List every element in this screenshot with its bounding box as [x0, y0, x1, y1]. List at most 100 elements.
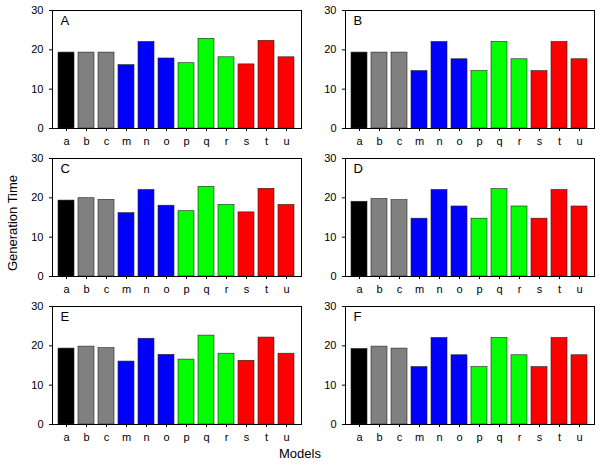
svg-text:o: o: [456, 283, 462, 295]
svg-text:b: b: [376, 135, 382, 147]
svg-text:r: r: [518, 431, 522, 443]
svg-text:b: b: [376, 431, 382, 443]
svg-text:s: s: [537, 431, 543, 443]
svg-text:n: n: [143, 135, 149, 147]
svg-text:c: c: [397, 283, 403, 295]
svg-text:20: 20: [324, 43, 336, 55]
svg-text:r: r: [518, 283, 522, 295]
svg-text:t: t: [265, 283, 268, 295]
svg-text:m: m: [122, 135, 131, 147]
svg-text:a: a: [356, 135, 363, 147]
svg-text:10: 10: [31, 83, 43, 95]
svg-text:p: p: [476, 431, 482, 443]
svg-text:o: o: [456, 135, 462, 147]
svg-text:r: r: [225, 283, 229, 295]
svg-text:t: t: [265, 431, 268, 443]
svg-text:s: s: [244, 135, 250, 147]
svg-text:30: 30: [324, 300, 336, 312]
svg-text:F: F: [354, 309, 362, 324]
svg-text:r: r: [225, 431, 229, 443]
svg-text:20: 20: [324, 339, 336, 351]
svg-text:0: 0: [330, 418, 336, 430]
svg-text:C: C: [61, 161, 70, 176]
svg-text:b: b: [83, 135, 89, 147]
svg-text:q: q: [496, 135, 502, 147]
svg-text:n: n: [436, 135, 442, 147]
svg-text:B: B: [354, 13, 363, 28]
svg-text:0: 0: [330, 270, 336, 282]
svg-text:o: o: [456, 431, 462, 443]
svg-text:a: a: [63, 283, 70, 295]
svg-text:a: a: [63, 431, 70, 443]
svg-text:20: 20: [31, 191, 43, 203]
svg-text:n: n: [143, 431, 149, 443]
svg-text:30: 30: [31, 4, 43, 16]
svg-text:q: q: [203, 431, 209, 443]
svg-text:10: 10: [324, 379, 336, 391]
svg-text:s: s: [244, 431, 250, 443]
svg-text:0: 0: [330, 122, 336, 134]
svg-text:30: 30: [31, 152, 43, 164]
svg-text:c: c: [104, 135, 110, 147]
svg-text:p: p: [476, 283, 482, 295]
svg-text:E: E: [61, 309, 70, 324]
svg-text:u: u: [576, 283, 582, 295]
svg-text:10: 10: [324, 83, 336, 95]
svg-text:u: u: [283, 283, 289, 295]
svg-text:30: 30: [324, 4, 336, 16]
svg-text:m: m: [415, 135, 424, 147]
svg-text:q: q: [496, 431, 502, 443]
svg-text:o: o: [163, 283, 169, 295]
svg-text:10: 10: [31, 231, 43, 243]
svg-text:D: D: [354, 161, 363, 176]
svg-text:b: b: [83, 283, 89, 295]
svg-text:10: 10: [31, 379, 43, 391]
svg-text:m: m: [122, 283, 131, 295]
svg-text:m: m: [415, 431, 424, 443]
svg-text:u: u: [283, 431, 289, 443]
svg-text:s: s: [537, 283, 543, 295]
svg-text:m: m: [415, 283, 424, 295]
svg-text:a: a: [356, 431, 363, 443]
svg-text:c: c: [397, 135, 403, 147]
svg-text:q: q: [203, 135, 209, 147]
svg-text:t: t: [558, 135, 561, 147]
svg-text:p: p: [183, 135, 189, 147]
svg-text:q: q: [203, 283, 209, 295]
svg-text:s: s: [537, 135, 543, 147]
svg-text:n: n: [143, 283, 149, 295]
svg-text:20: 20: [31, 339, 43, 351]
svg-text:r: r: [225, 135, 229, 147]
svg-text:0: 0: [37, 418, 43, 430]
svg-text:A: A: [61, 13, 70, 28]
svg-text:c: c: [104, 283, 110, 295]
svg-text:t: t: [558, 431, 561, 443]
svg-text:p: p: [183, 431, 189, 443]
svg-text:b: b: [83, 431, 89, 443]
svg-text:u: u: [576, 135, 582, 147]
svg-text:10: 10: [324, 231, 336, 243]
svg-text:n: n: [436, 283, 442, 295]
svg-text:q: q: [496, 283, 502, 295]
svg-text:c: c: [397, 431, 403, 443]
svg-text:30: 30: [31, 300, 43, 312]
svg-text:a: a: [63, 135, 70, 147]
svg-text:u: u: [283, 135, 289, 147]
svg-text:n: n: [436, 431, 442, 443]
svg-text:t: t: [265, 135, 268, 147]
svg-text:a: a: [356, 283, 363, 295]
svg-text:0: 0: [37, 270, 43, 282]
svg-text:m: m: [122, 431, 131, 443]
svg-text:20: 20: [324, 191, 336, 203]
svg-text:0: 0: [37, 122, 43, 134]
svg-text:o: o: [163, 135, 169, 147]
svg-text:t: t: [558, 283, 561, 295]
svg-text:p: p: [183, 283, 189, 295]
svg-text:b: b: [376, 283, 382, 295]
svg-text:s: s: [244, 283, 250, 295]
svg-text:30: 30: [324, 152, 336, 164]
svg-text:u: u: [576, 431, 582, 443]
svg-text:o: o: [163, 431, 169, 443]
svg-text:p: p: [476, 135, 482, 147]
svg-text:c: c: [104, 431, 110, 443]
